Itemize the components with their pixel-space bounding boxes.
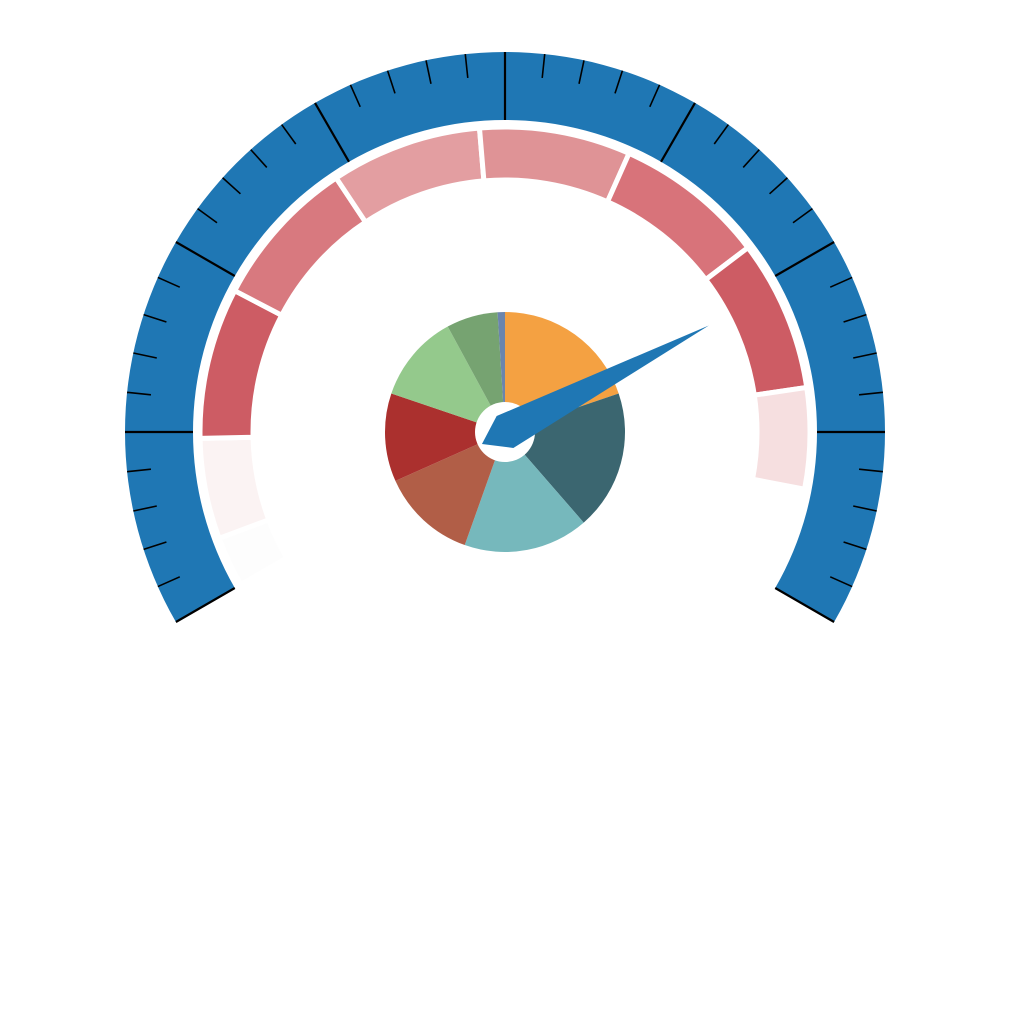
gauge-minor-tick	[614, 70, 624, 94]
gauge-minor-tick	[829, 276, 853, 288]
pie-slice-7	[497, 312, 505, 432]
gauge-minor-tick	[843, 541, 867, 551]
gauge-minor-tick	[769, 177, 788, 195]
gauge-band-5	[476, 124, 633, 206]
gauge-minor-tick	[126, 391, 152, 396]
gauge-minor-tick	[349, 84, 361, 108]
gauge-major-tick	[774, 587, 835, 623]
gauge-minor-tick	[853, 352, 877, 359]
gauge-band-8	[749, 384, 813, 493]
gauge-axis-arc	[125, 52, 886, 622]
gauge-axis-band	[125, 52, 886, 622]
pie-slice-4	[384, 393, 505, 481]
gauge-minor-tick	[649, 84, 661, 108]
gauge-minor-tick	[250, 149, 268, 168]
gauge-color-bands	[197, 124, 813, 588]
gauge-major-tick	[774, 241, 835, 277]
gauge-minor-tick	[829, 576, 853, 588]
gauge-minor-tick	[578, 60, 585, 84]
gauge-minor-tick	[126, 468, 152, 473]
gauge-major-tick	[175, 587, 236, 623]
gauge-band-1	[197, 434, 273, 542]
gauge-minor-tick	[464, 53, 469, 79]
gauge-minor-tick	[143, 541, 167, 551]
gauge-minor-tick	[280, 124, 297, 145]
gauge-major-tick	[314, 102, 350, 163]
gauge-minor-tick	[143, 313, 167, 323]
gauge-minor-tick	[222, 177, 241, 195]
gauge-minor-tick	[858, 468, 884, 473]
gauge-needle	[481, 325, 709, 448]
gauge-needle-group	[481, 325, 709, 448]
gauge-minor-tick	[713, 124, 730, 145]
gauge-ticks	[125, 52, 885, 623]
gauge-minor-tick	[157, 276, 181, 288]
gauge-minor-tick	[843, 313, 867, 323]
gauge-minor-tick	[197, 207, 218, 224]
pie-slice-6	[447, 312, 505, 432]
gauge-minor-tick	[425, 60, 432, 84]
gauge-minor-tick	[386, 70, 396, 94]
gauge-minor-tick	[133, 352, 157, 359]
pie-slice-2	[464, 432, 584, 552]
pie-slice-3	[395, 432, 505, 546]
gauge-major-tick	[660, 102, 696, 163]
gauge-minor-tick	[858, 391, 884, 396]
gauge-minor-tick	[541, 53, 546, 79]
gauge-minor-tick	[157, 576, 181, 588]
pie-slice-5	[391, 326, 505, 432]
gauge-minor-tick	[792, 207, 813, 224]
gauge-minor-tick	[853, 505, 877, 512]
gauge-minor-tick	[133, 505, 157, 512]
gauge-minor-tick	[742, 149, 760, 168]
gauge-major-tick	[175, 241, 236, 277]
